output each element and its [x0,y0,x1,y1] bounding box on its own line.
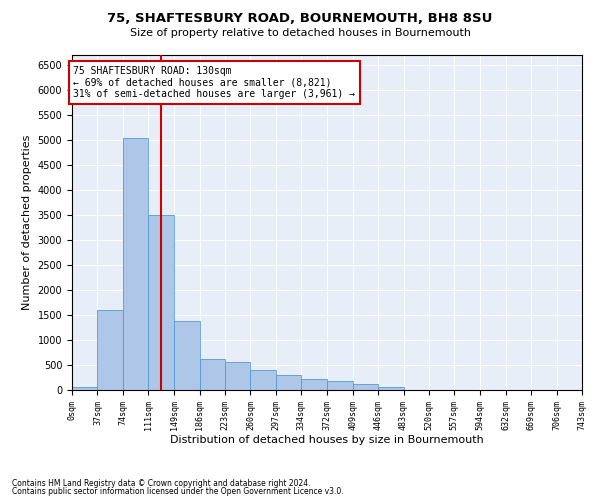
Text: Size of property relative to detached houses in Bournemouth: Size of property relative to detached ho… [130,28,470,38]
X-axis label: Distribution of detached houses by size in Bournemouth: Distribution of detached houses by size … [170,436,484,446]
Text: 75 SHAFTESBURY ROAD: 130sqm
← 69% of detached houses are smaller (8,821)
31% of : 75 SHAFTESBURY ROAD: 130sqm ← 69% of det… [73,66,355,99]
Text: Contains HM Land Registry data © Crown copyright and database right 2024.: Contains HM Land Registry data © Crown c… [12,478,311,488]
Y-axis label: Number of detached properties: Number of detached properties [22,135,32,310]
Text: 75, SHAFTESBURY ROAD, BOURNEMOUTH, BH8 8SU: 75, SHAFTESBURY ROAD, BOURNEMOUTH, BH8 8… [107,12,493,26]
Text: Contains public sector information licensed under the Open Government Licence v3: Contains public sector information licen… [12,487,344,496]
